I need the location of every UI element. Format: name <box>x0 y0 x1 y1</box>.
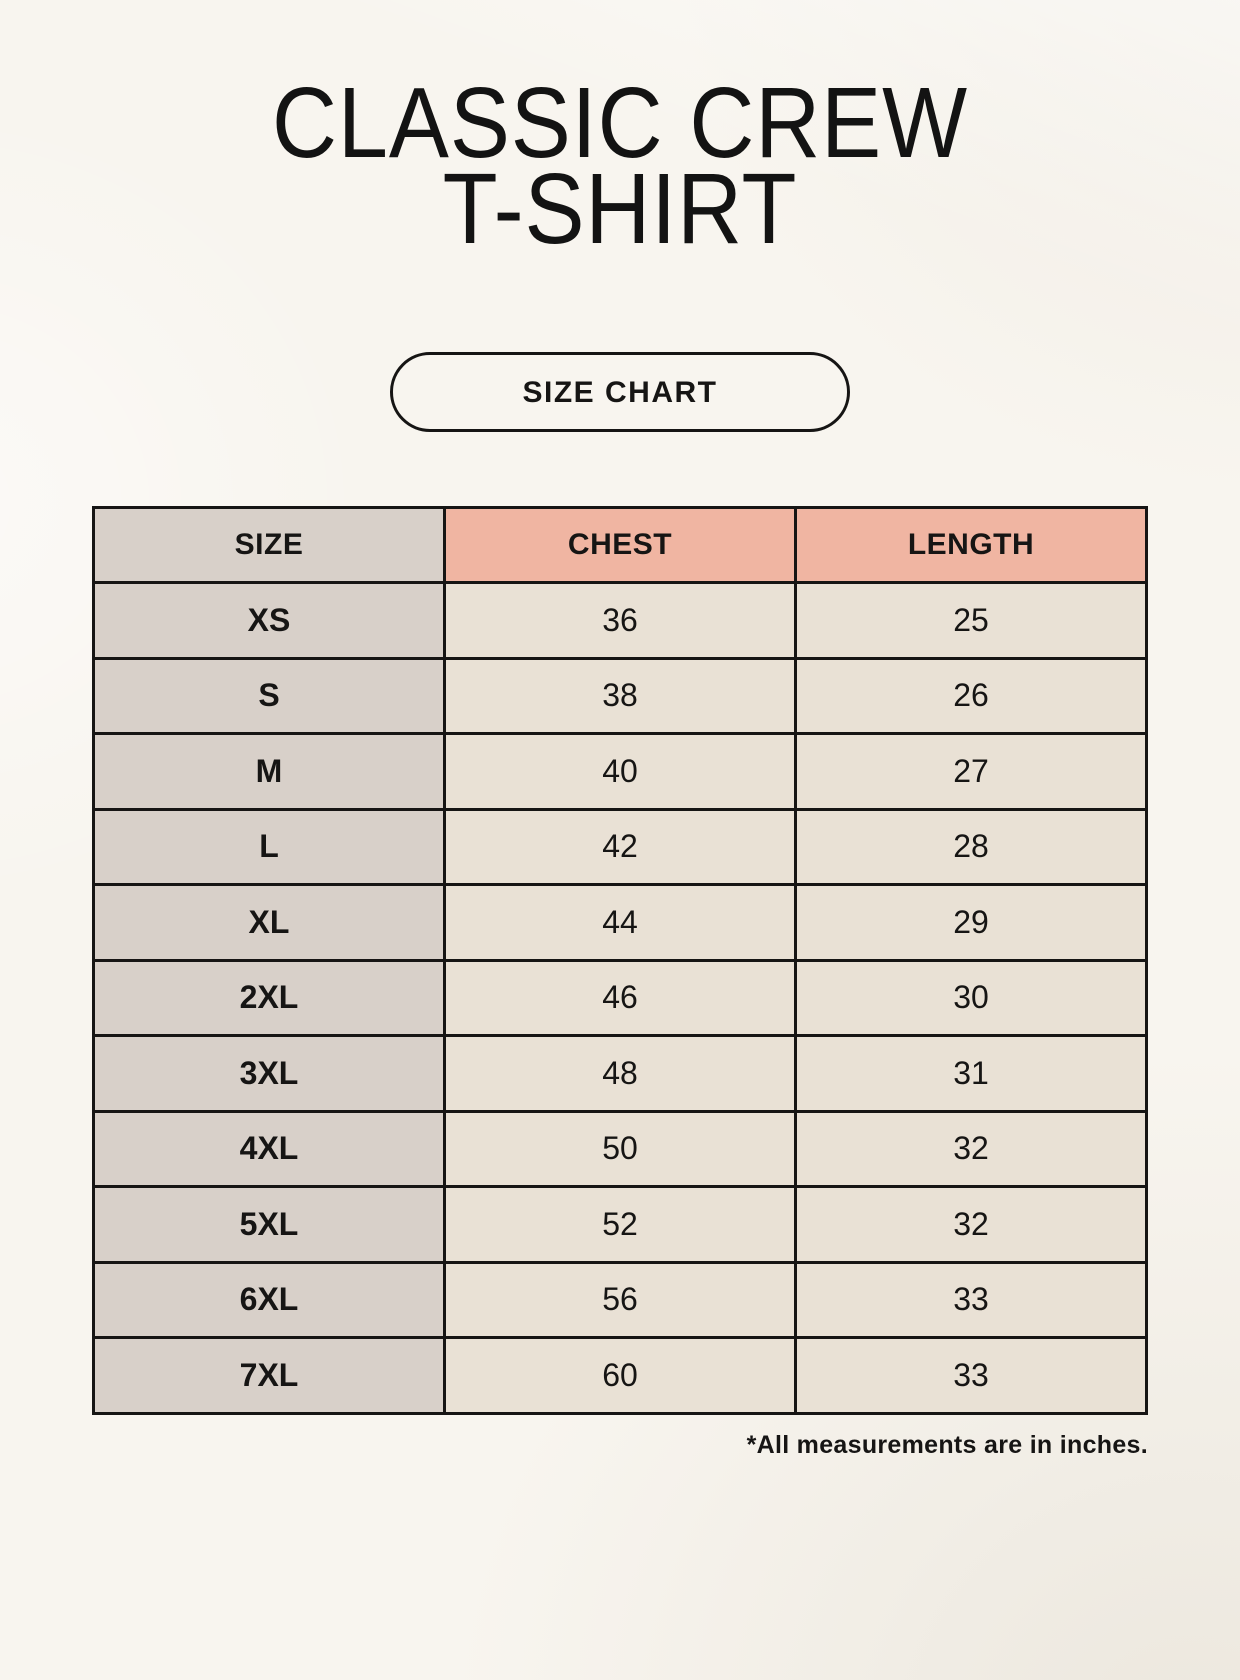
chest-value-cell: 38 <box>443 656 797 735</box>
table-row: 3XL 48 31 <box>92 1034 1148 1113</box>
table-row: 4XL 50 32 <box>92 1109 1148 1188</box>
length-value-cell: 33 <box>794 1260 1148 1339</box>
size-cell: 2XL <box>92 958 446 1037</box>
size-cell: XS <box>92 581 446 660</box>
measurements-footnote: *All measurements are in inches. <box>746 1430 1148 1459</box>
size-table: SIZE CHEST LENGTH XS 36 25 S 38 26 M 40 27 L 42 28 X… <box>92 506 1148 1415</box>
chest-value-cell: 56 <box>443 1260 797 1339</box>
page-title-line-1: CLASSIC CREW <box>272 67 968 179</box>
chest-value-cell: 46 <box>443 958 797 1037</box>
length-value-cell: 25 <box>794 581 1148 660</box>
table-row: 7XL 60 33 <box>92 1336 1148 1415</box>
size-cell: 7XL <box>92 1336 446 1415</box>
table-row: XS 36 25 <box>92 581 1148 660</box>
chest-value-cell: 52 <box>443 1185 797 1264</box>
size-cell: 6XL <box>92 1260 446 1339</box>
column-header-length: LENGTH <box>794 506 1148 584</box>
table-header-row: SIZE CHEST LENGTH <box>92 506 1148 584</box>
table-row: 5XL 52 32 <box>92 1185 1148 1264</box>
size-cell: 3XL <box>92 1034 446 1113</box>
size-cell: M <box>92 732 446 811</box>
length-value-cell: 28 <box>794 807 1148 886</box>
size-cell: 5XL <box>92 1185 446 1264</box>
table-row: M 40 27 <box>92 732 1148 811</box>
table-row: S 38 26 <box>92 656 1148 735</box>
chest-value-cell: 36 <box>443 581 797 660</box>
chest-value-cell: 42 <box>443 807 797 886</box>
table-row: 2XL 46 30 <box>92 958 1148 1037</box>
size-cell: S <box>92 656 446 735</box>
badge-container: SIZE CHART <box>0 352 1240 432</box>
column-header-chest: CHEST <box>443 506 797 584</box>
chest-value-cell: 60 <box>443 1336 797 1415</box>
page-title: CLASSIC CREW T-SHIRT <box>62 67 1178 265</box>
length-value-cell: 29 <box>794 883 1148 962</box>
size-cell: 4XL <box>92 1109 446 1188</box>
length-value-cell: 26 <box>794 656 1148 735</box>
length-value-cell: 31 <box>794 1034 1148 1113</box>
length-value-cell: 32 <box>794 1109 1148 1188</box>
chest-value-cell: 48 <box>443 1034 797 1113</box>
size-cell: XL <box>92 883 446 962</box>
page-title-line-2: T-SHIRT <box>442 153 798 265</box>
length-value-cell: 33 <box>794 1336 1148 1415</box>
size-cell: L <box>92 807 446 886</box>
size-table-container: SIZE CHEST LENGTH XS 36 25 S 38 26 M 40 27 L 42 28 X… <box>92 506 1148 1460</box>
size-table-body: XS 36 25 S 38 26 M 40 27 L 42 28 XL 44 29 2XL 46 30 3XL 48 3… <box>92 581 1148 1415</box>
table-row: 6XL 56 33 <box>92 1260 1148 1339</box>
chest-value-cell: 40 <box>443 732 797 811</box>
size-chart-button[interactable]: SIZE CHART <box>390 352 850 432</box>
table-row: XL 44 29 <box>92 883 1148 962</box>
length-value-cell: 27 <box>794 732 1148 811</box>
column-header-size: SIZE <box>92 506 446 584</box>
length-value-cell: 32 <box>794 1185 1148 1264</box>
length-value-cell: 30 <box>794 958 1148 1037</box>
chest-value-cell: 50 <box>443 1109 797 1188</box>
chest-value-cell: 44 <box>443 883 797 962</box>
table-row: L 42 28 <box>92 807 1148 886</box>
